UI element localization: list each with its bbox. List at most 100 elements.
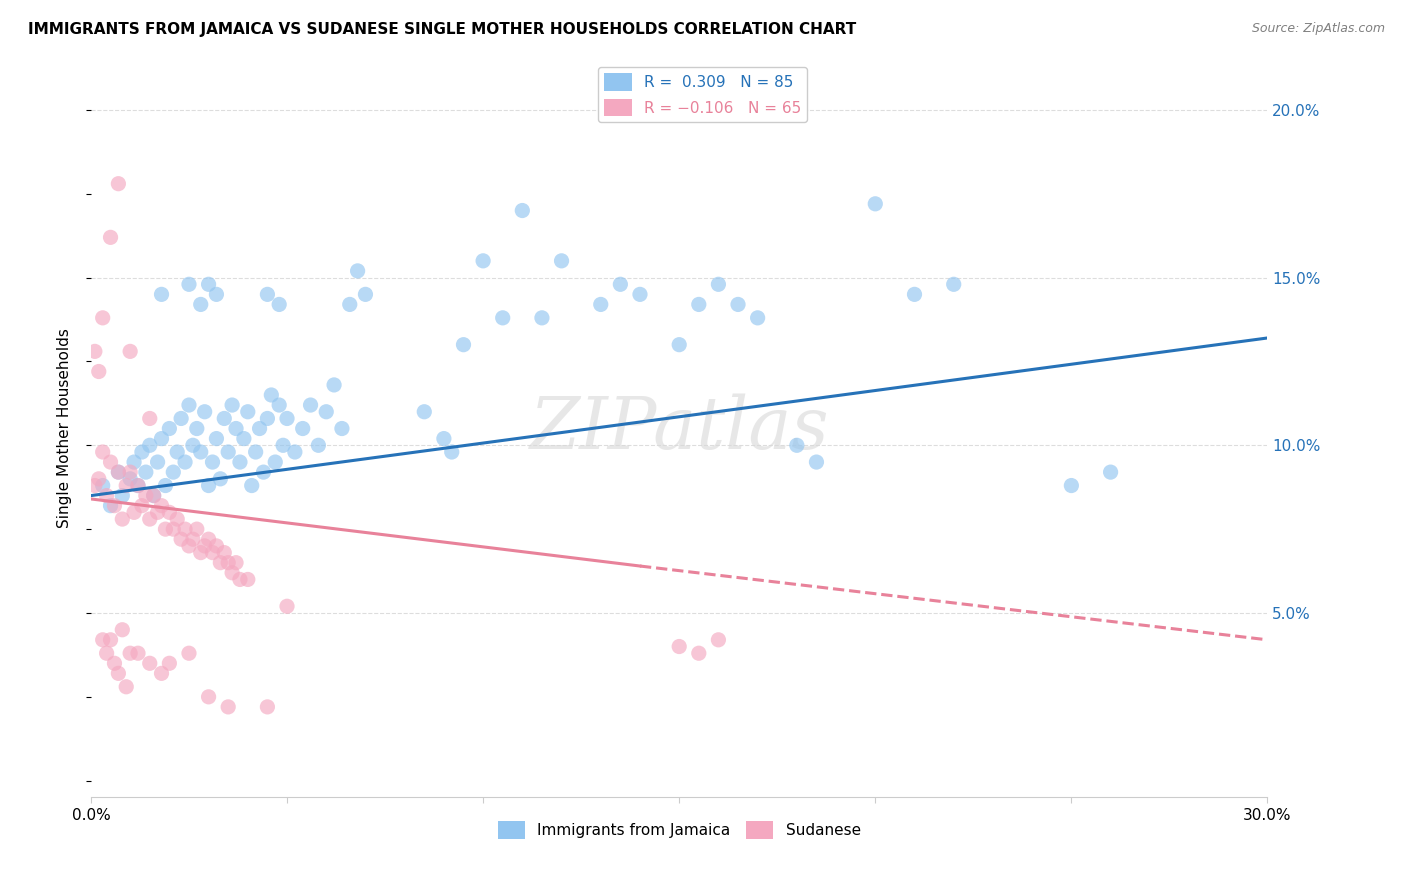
Point	[197, 277, 219, 292]
Y-axis label: Single Mother Households: Single Mother Households	[58, 328, 72, 528]
Point	[174, 522, 197, 536]
Point	[83, 478, 105, 492]
Point	[186, 421, 208, 435]
Point	[942, 277, 965, 292]
Point	[291, 421, 314, 435]
Point	[453, 337, 475, 351]
Point	[146, 505, 169, 519]
Point	[174, 455, 197, 469]
Point	[707, 632, 730, 647]
Point	[209, 556, 232, 570]
Point	[107, 465, 129, 479]
Point	[155, 478, 177, 492]
Point	[194, 405, 217, 419]
Legend: Immigrants from Jamaica, Sudanese: Immigrants from Jamaica, Sudanese	[492, 815, 868, 845]
Point	[103, 657, 125, 671]
Point	[229, 455, 252, 469]
Point	[170, 532, 193, 546]
Point	[217, 445, 239, 459]
Point	[688, 646, 710, 660]
Point	[157, 505, 180, 519]
Point	[225, 556, 247, 570]
Point	[229, 573, 252, 587]
Point	[103, 499, 125, 513]
Point	[166, 445, 188, 459]
Point	[276, 411, 298, 425]
Point	[256, 287, 278, 301]
Point	[83, 344, 105, 359]
Point	[865, 196, 887, 211]
Point	[157, 657, 180, 671]
Point	[122, 455, 145, 469]
Text: Source: ZipAtlas.com: Source: ZipAtlas.com	[1251, 22, 1385, 36]
Point	[299, 398, 322, 412]
Point	[100, 455, 122, 469]
Point	[668, 640, 690, 654]
Point	[139, 512, 162, 526]
Point	[146, 455, 169, 469]
Point	[181, 438, 204, 452]
Point	[150, 666, 173, 681]
Point	[510, 203, 533, 218]
Point	[1060, 478, 1083, 492]
Point	[323, 378, 346, 392]
Point	[1099, 465, 1122, 479]
Point	[142, 489, 165, 503]
Point	[550, 253, 572, 268]
Point	[170, 411, 193, 425]
Point	[127, 478, 149, 492]
Point	[249, 421, 271, 435]
Point	[131, 499, 153, 513]
Text: IMMIGRANTS FROM JAMAICA VS SUDANESE SINGLE MOTHER HOUSEHOLDS CORRELATION CHART: IMMIGRANTS FROM JAMAICA VS SUDANESE SING…	[28, 22, 856, 37]
Point	[115, 680, 138, 694]
Point	[284, 445, 307, 459]
Point	[330, 421, 353, 435]
Point	[120, 465, 142, 479]
Point	[225, 421, 247, 435]
Point	[162, 465, 184, 479]
Point	[209, 472, 232, 486]
Point	[100, 230, 122, 244]
Point	[433, 432, 456, 446]
Point	[339, 297, 361, 311]
Point	[135, 489, 157, 503]
Point	[264, 455, 287, 469]
Point	[530, 310, 553, 325]
Point	[139, 438, 162, 452]
Point	[236, 405, 259, 419]
Point	[96, 489, 118, 503]
Point	[91, 310, 114, 325]
Point	[127, 478, 149, 492]
Point	[87, 364, 110, 378]
Point	[256, 411, 278, 425]
Point	[205, 432, 228, 446]
Point	[197, 690, 219, 704]
Point	[107, 465, 129, 479]
Point	[903, 287, 925, 301]
Point	[150, 432, 173, 446]
Point	[354, 287, 377, 301]
Point	[177, 646, 200, 660]
Point	[142, 489, 165, 503]
Point	[201, 546, 224, 560]
Point	[150, 287, 173, 301]
Point	[256, 699, 278, 714]
Point	[166, 512, 188, 526]
Point	[107, 177, 129, 191]
Point	[139, 411, 162, 425]
Point	[111, 623, 134, 637]
Point	[217, 699, 239, 714]
Point	[177, 277, 200, 292]
Point	[91, 445, 114, 459]
Point	[162, 522, 184, 536]
Point	[150, 499, 173, 513]
Point	[236, 573, 259, 587]
Point	[786, 438, 808, 452]
Point	[245, 445, 267, 459]
Point	[201, 455, 224, 469]
Point	[197, 478, 219, 492]
Text: ZIPatlas: ZIPatlas	[530, 393, 830, 464]
Point	[221, 398, 243, 412]
Point	[127, 646, 149, 660]
Point	[609, 277, 631, 292]
